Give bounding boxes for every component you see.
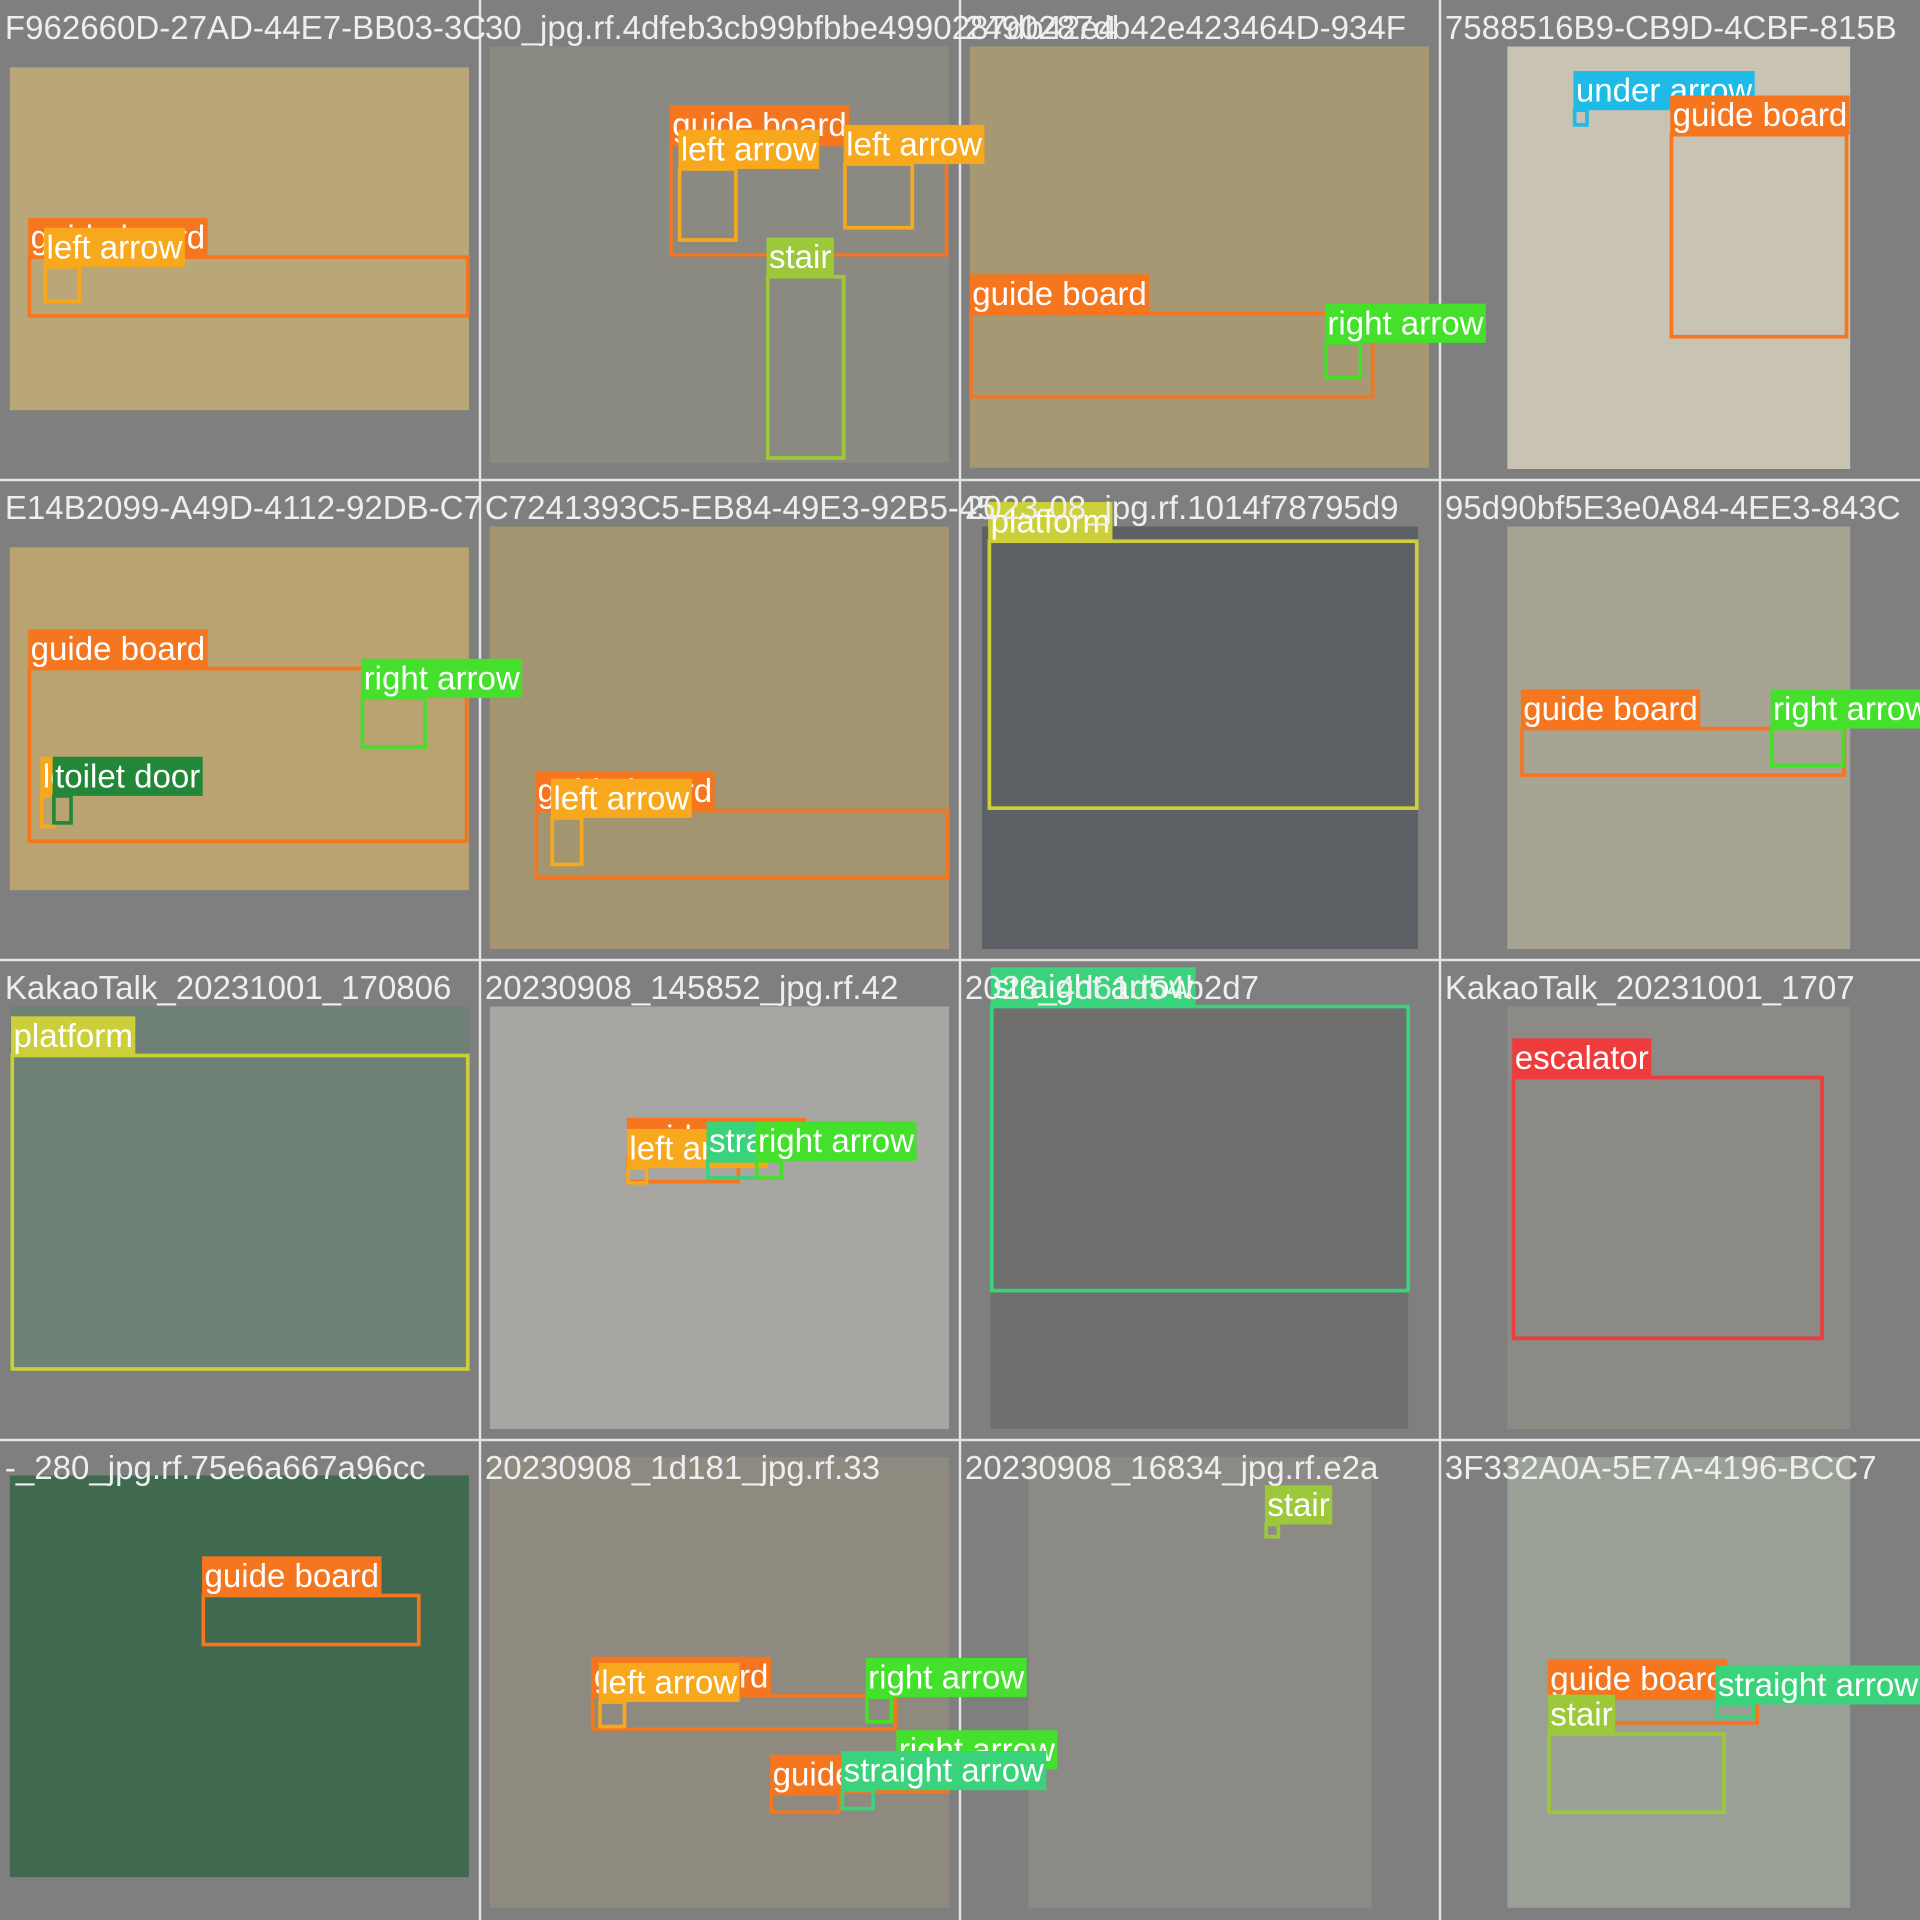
label-background: [988, 502, 1113, 542]
detection-label: right arrow: [758, 1123, 914, 1160]
label-background: [551, 778, 692, 818]
label-background: [678, 129, 820, 169]
detection-label: right arrow: [868, 1660, 1024, 1697]
photo: [9, 547, 469, 891]
label-background: [52, 756, 203, 796]
tile-filename: -_280_jpg.rf.75e6a667a96cc: [5, 1450, 426, 1487]
detection-label: platform: [13, 1018, 132, 1055]
label-background: [755, 1121, 917, 1161]
detection-label: stair: [1267, 1487, 1329, 1524]
bounding-box: [27, 666, 469, 844]
detection-label: left arrow: [47, 229, 183, 266]
photo: [982, 526, 1418, 949]
bounding-box: [990, 1004, 1410, 1293]
label-background: [11, 1016, 136, 1056]
detection-label: straight arrow: [993, 969, 1193, 1006]
detection-label: escalator: [1515, 1040, 1649, 1077]
label-background: [1715, 1665, 1920, 1705]
tile-filename: 2023-08_jpg.rf.1014f78795d9: [965, 490, 1399, 527]
detection-label: right arrow: [364, 660, 520, 697]
label-background: [44, 227, 185, 267]
label-background: [1520, 689, 1701, 729]
detection-label: stair: [769, 239, 831, 276]
label-background: [766, 237, 834, 277]
detection-label: guide board: [1673, 97, 1848, 134]
photo: [489, 1006, 949, 1429]
detection-label: left arrow: [681, 131, 817, 168]
label-background: [1264, 1485, 1333, 1525]
bounding-box: [987, 539, 1419, 811]
label-background: [361, 658, 523, 698]
label-background: [1547, 1659, 1728, 1699]
detection-label: stair: [1550, 1696, 1612, 1733]
label-background: [1670, 95, 1850, 135]
label-background: [1770, 689, 1920, 729]
tile-filename: KakaoTalk_20231001_170806: [5, 970, 452, 1007]
label-background: [843, 124, 985, 165]
label-background: [1547, 1694, 1616, 1734]
label-background: [841, 1751, 1047, 1791]
detection-label: guide board: [1550, 1661, 1725, 1698]
bounding-box: [1511, 1075, 1824, 1341]
label-background: [1512, 1038, 1652, 1078]
label-background: [28, 629, 208, 669]
detection-label: right arrow: [1773, 691, 1920, 728]
tile-filename: 20230908_145852_jpg.rf.42: [485, 970, 898, 1007]
photo: [489, 526, 949, 949]
tile-filename: 30_jpg.rf.4dfeb3cb99bfbbe4990287db42e4: [485, 10, 1117, 47]
bounding-box: [27, 255, 470, 318]
photo: [990, 1006, 1409, 1429]
photo: [9, 1475, 469, 1878]
label-background: [969, 274, 1150, 314]
detection-label: guide board: [972, 276, 1147, 313]
label-background: [865, 1657, 1027, 1698]
label-background: [990, 967, 1196, 1007]
detection-label: platform: [991, 504, 1110, 541]
bounding-box: [969, 311, 1375, 399]
detection-label: guide board: [1523, 691, 1698, 728]
detection-label: straight arrow: [844, 1753, 1044, 1790]
photo: [969, 46, 1429, 468]
photo: [1028, 1457, 1372, 1908]
label-background: [202, 1556, 382, 1596]
detection-label: left arrow: [846, 127, 982, 164]
detection-label: right arrow: [1327, 305, 1483, 342]
tile-filename: 95d90bf5E3e0A84-4EE3-843C: [1445, 490, 1901, 527]
detection-label: left arrow: [601, 1664, 737, 1701]
tile-filename: 2023_4d61d54b2d7: [965, 970, 1259, 1007]
tile-filename: KakaoTalk_20231001_1707: [1445, 970, 1855, 1007]
label-background: [1324, 303, 1486, 343]
bounding-box: [10, 1053, 470, 1371]
tile-filename: 3F332A0A-5E7A-4196-BCC7: [1445, 1450, 1877, 1487]
tile-filename: 7588516B9-CB9D-4CBF-815B: [1445, 10, 1897, 47]
detection-label: toilet door: [55, 758, 200, 795]
detection-label: guide board: [31, 631, 206, 668]
bounding-box: [1547, 1732, 1726, 1815]
photo: [1507, 526, 1851, 949]
detection-label: left arrow: [553, 780, 689, 817]
tile-filename: 20230908_16834_jpg.rf.e2a: [965, 1450, 1379, 1487]
tile-filename: F962660D-27AD-44E7-BB03-3C: [5, 10, 486, 47]
tile-filename: 2490287db42e423464D-934F: [965, 10, 1406, 47]
detection-label: straight arrow: [1718, 1667, 1918, 1704]
photo: [9, 1006, 469, 1372]
tile-filename: E14B2099-A49D-4112-92DB-C7: [5, 490, 482, 527]
tile-filename: 20230908_1d181_jpg.rf.33: [485, 1450, 880, 1487]
bounding-box: [534, 808, 950, 880]
tile-filename: C7241393C5-EB84-49E3-92B5-45: [485, 490, 996, 527]
label-background: [598, 1662, 740, 1703]
detection-label: guide board: [204, 1558, 379, 1595]
